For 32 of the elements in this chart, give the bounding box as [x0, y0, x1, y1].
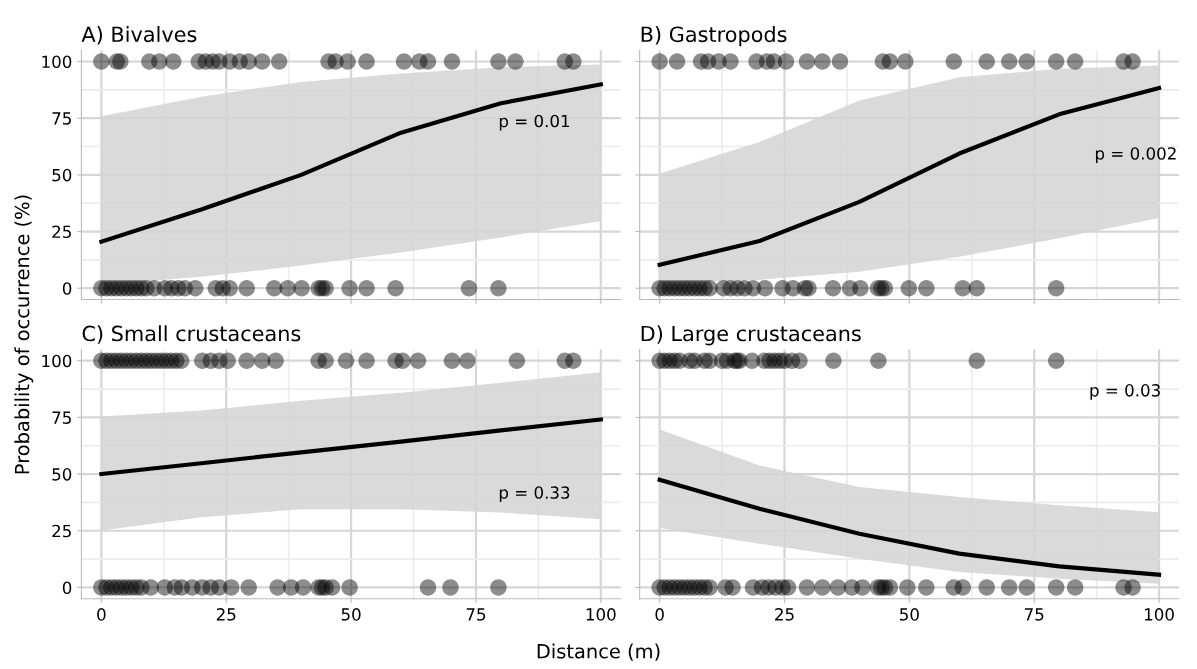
annotation: p = 0.33: [499, 486, 570, 503]
line-series: [99, 82, 603, 244]
annotation: p = 0.002: [1095, 147, 1176, 163]
chart-title: C) Small crustaceans: [82, 325, 301, 344]
x-tick-label: 50: [341, 608, 361, 621]
y-tick-label: 0: [62, 282, 72, 295]
y-tick-label: 0: [62, 581, 72, 594]
y-tick-label: 25: [52, 524, 71, 538]
chart-title: B) Gastropods: [641, 26, 787, 47]
x-tick-label: 75: [466, 608, 486, 621]
x-tick-label: 25: [216, 608, 236, 621]
x-tick-label: 100: [1144, 608, 1174, 621]
line-series: [99, 417, 603, 477]
x-tick-label: 50: [900, 608, 919, 621]
chart-title: A) Bivalves: [81, 26, 197, 45]
annotation: p = 0.03: [1090, 384, 1160, 400]
annotation: p = 0.01: [499, 114, 570, 131]
y-tick-label: 75: [52, 411, 71, 424]
x-tick-label: 75: [1024, 608, 1044, 621]
y-tick-label: 50: [52, 468, 72, 481]
y-tick-label: 100: [42, 55, 72, 69]
y-tick-label: 100: [42, 354, 72, 368]
x-tick-label: 100: [586, 608, 616, 621]
chart-title: D) Large crustaceans: [641, 325, 861, 346]
y-tick-label: 25: [52, 225, 71, 239]
x-tick-label: 25: [775, 608, 794, 621]
y-tick-label: 75: [52, 112, 71, 125]
y-tick-label: 50: [52, 168, 72, 182]
x-tick-label: 0: [655, 608, 664, 621]
y-axis-title: Probability of occurrence (%): [14, 195, 34, 474]
x-axis-title: Distance (m): [537, 643, 660, 661]
x-tick-label: 0: [97, 608, 106, 621]
